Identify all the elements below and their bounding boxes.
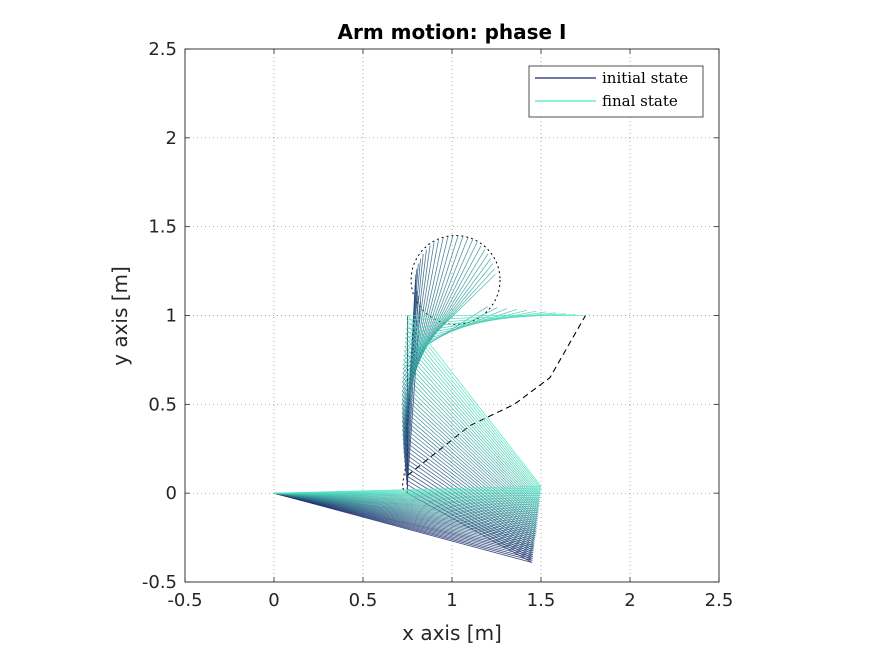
arm-frame-line — [273, 237, 537, 535]
arm-frame-line — [273, 274, 540, 508]
arm-frame-line — [273, 245, 539, 520]
arm-frame-line — [273, 239, 538, 523]
y-tick-label: 2 — [166, 128, 177, 149]
arm-frame-line — [273, 314, 576, 494]
legend: initial state final state — [528, 65, 704, 118]
arm-frame-line — [273, 313, 566, 494]
legend-label-final: final state — [602, 92, 678, 110]
arm-frame-line — [273, 249, 539, 518]
x-tick-label: 1.5 — [527, 590, 556, 611]
arm-frame-line — [273, 235, 538, 529]
arm-frame-line — [273, 253, 539, 516]
arm-frame-line — [273, 296, 533, 559]
arm-frame-line — [273, 237, 538, 525]
x-tick-label: 0 — [268, 590, 279, 611]
x-tick-label: 2.5 — [705, 590, 734, 611]
arm-frame-line — [273, 258, 539, 514]
x-tick-label: 1 — [446, 590, 457, 611]
y-tick-label: 1 — [166, 306, 177, 327]
arm-frame-line — [273, 311, 547, 495]
plot-area: -0.5 0 0.5 1 1.5 2 2.5 -0.5 0 0.5 1 1.5 2 2.5 — [142, 39, 733, 611]
y-tick-label: 0 — [166, 483, 177, 504]
x-tick-label: -0.5 — [167, 590, 202, 611]
arm-frame-line — [273, 301, 533, 561]
arm-frame-line — [273, 312, 557, 494]
arm-frame-line — [273, 308, 541, 500]
x-axis-label: x axis [m] — [402, 621, 502, 645]
arm-frame-line — [273, 310, 541, 497]
axes-box — [184, 48, 720, 583]
legend-label-initial: initial state — [602, 69, 688, 87]
legend-box — [528, 65, 704, 118]
y-axis-label: y axis [m] — [108, 266, 132, 366]
y-tick-label: -0.5 — [142, 572, 177, 593]
x-tick-label: 0.5 — [349, 590, 378, 611]
arm-frame-line — [273, 309, 541, 498]
arm-frame-line — [273, 239, 537, 537]
chart-title: Arm motion: phase I — [337, 20, 566, 44]
tip-circle-dotted — [410, 235, 501, 325]
arm-frame-line — [273, 236, 538, 533]
arm-frame-line — [273, 315, 586, 494]
y-tick-label: 0.5 — [148, 394, 177, 415]
y-tick-label: 2.5 — [148, 39, 177, 60]
y-tick-label: 1.5 — [148, 217, 177, 238]
x-tick-label: 2 — [624, 590, 635, 611]
